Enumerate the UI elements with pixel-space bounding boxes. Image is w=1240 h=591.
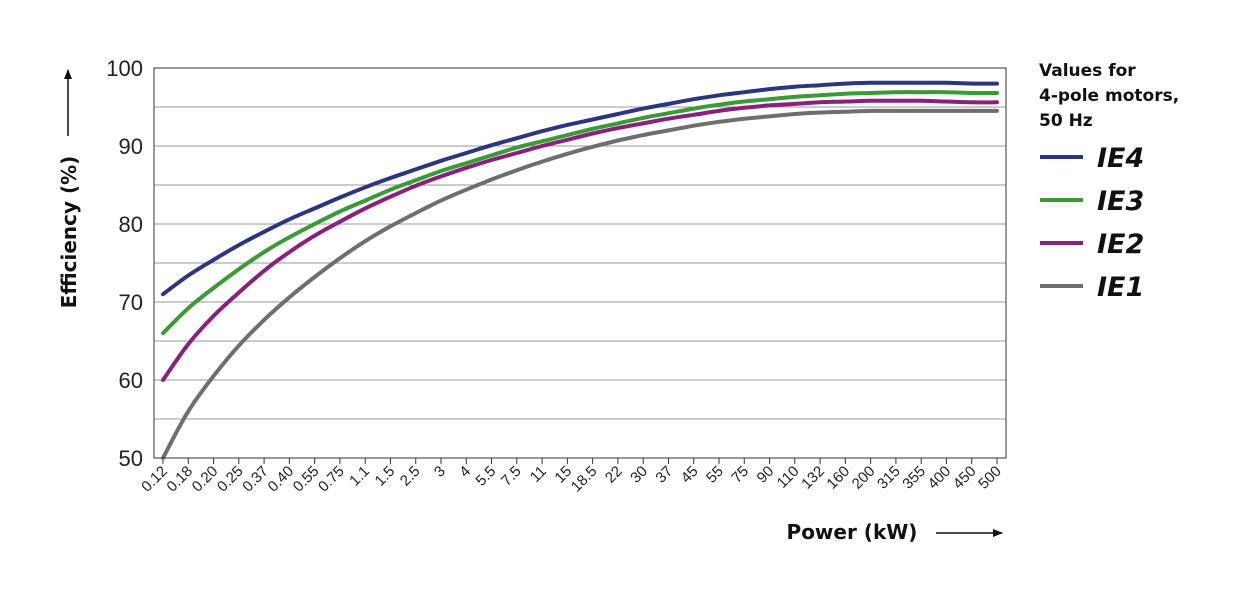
x-tick-label: 355 [899,463,929,493]
plot-frame [153,67,1007,459]
x-tick-label: 45 [678,463,702,487]
legend-title-line-2: 4-pole motors, [1039,86,1179,106]
grid-lines [154,106,1006,420]
legend-items: IE4 IE3 IE2 IE1 [1040,143,1144,303]
x-tick-label: 3 [431,463,449,481]
x-tick-label: 55 [703,463,727,487]
x-tick-label: 0.12 [138,463,171,496]
x-tick-label: 0.25 [214,463,247,496]
x-tick-label: 1.1 [346,463,373,490]
x-tick-label: 1.5 [372,463,399,490]
y-tick-label: 60 [119,368,143,393]
x-tick-label: 7.5 [498,463,525,490]
x-tick-label: 2.5 [397,463,424,490]
x-tick-label: 0.37 [239,463,272,496]
y-tick-label: 70 [119,290,143,315]
x-tick-label: 132 [798,463,828,493]
series-lines [161,80,999,460]
series-line-ie3 [161,90,999,336]
x-tick-label: 90 [754,463,778,487]
x-tick-label: 5.5 [473,463,500,490]
x-tick-label: 400 [925,463,955,493]
x-tick-label: 11 [527,463,550,486]
legend-title-line-1: Values for [1039,61,1136,81]
series-line-ie4 [161,80,999,297]
y-tick-label: 90 [119,134,143,159]
legend: Values for 4-pole motors, 50 Hz IE4IE3IE… [1039,61,1179,303]
x-tick-label: 18.5 [568,463,601,496]
series-line-ie2 [161,98,999,382]
x-tick-label: 450 [950,463,980,493]
y-tick-label: 50 [119,446,143,471]
legend-label-ie4: IE4 [1097,143,1144,174]
legend-label-ie2: IE2 [1097,229,1144,260]
y-tick-label: 100 [106,56,143,81]
x-tick-label: 30 [627,463,651,487]
x-tick-label: 500 [975,463,1005,493]
y-axis-ticks: 50 60 70 80 90 100 [106,56,143,471]
x-tick-label: 75 [728,463,752,487]
x-tick-label: 110 [774,463,803,492]
x-axis-ticks: 0.120.180.200.250.370.400.550.751.11.52.… [138,458,1005,495]
legend-label-ie3: IE3 [1097,186,1144,217]
x-tick-label: 0.18 [163,463,196,496]
x-tick-label: 0.40 [265,463,298,496]
x-axis-title: Power (kW) [787,520,918,544]
x-tick-label: 315 [874,463,904,493]
legend-title-line-3: 50 Hz [1039,111,1093,131]
x-tick-label: 4 [456,463,474,481]
y-tick-label: 80 [119,212,143,237]
x-tick-label: 0.20 [189,463,222,496]
x-tick-label: 22 [602,463,626,487]
x-tick-label: 0.55 [290,463,323,496]
series-line-ie1 [161,108,999,460]
y-axis-title: Efficiency (%) [57,156,81,309]
x-tick-label: 37 [652,463,676,487]
x-tick-label: 160 [823,463,853,493]
legend-label-ie1: IE1 [1097,272,1144,303]
x-tick-label: 200 [849,463,879,493]
x-tick-label: 0.75 [315,463,348,496]
